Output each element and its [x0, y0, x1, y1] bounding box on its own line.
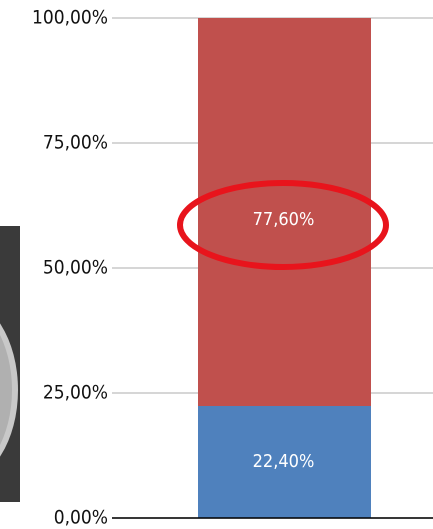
chart: 0,00% 25,00% 50,00% 75,00% 100,00% 22,40% 77,6…	[0, 0, 433, 529]
value-label: 77,60%	[253, 209, 315, 230]
y-tick-label: 75,00%	[43, 132, 108, 154]
y-tick-label: 100,00%	[32, 7, 108, 29]
y-tick-label: 0,00%	[54, 507, 108, 529]
value-label: 22,40%	[253, 451, 315, 472]
y-tick-label: 25,00%	[43, 382, 108, 404]
y-tick-label: 50,00%	[43, 257, 108, 279]
photo-fragment	[0, 226, 20, 502]
